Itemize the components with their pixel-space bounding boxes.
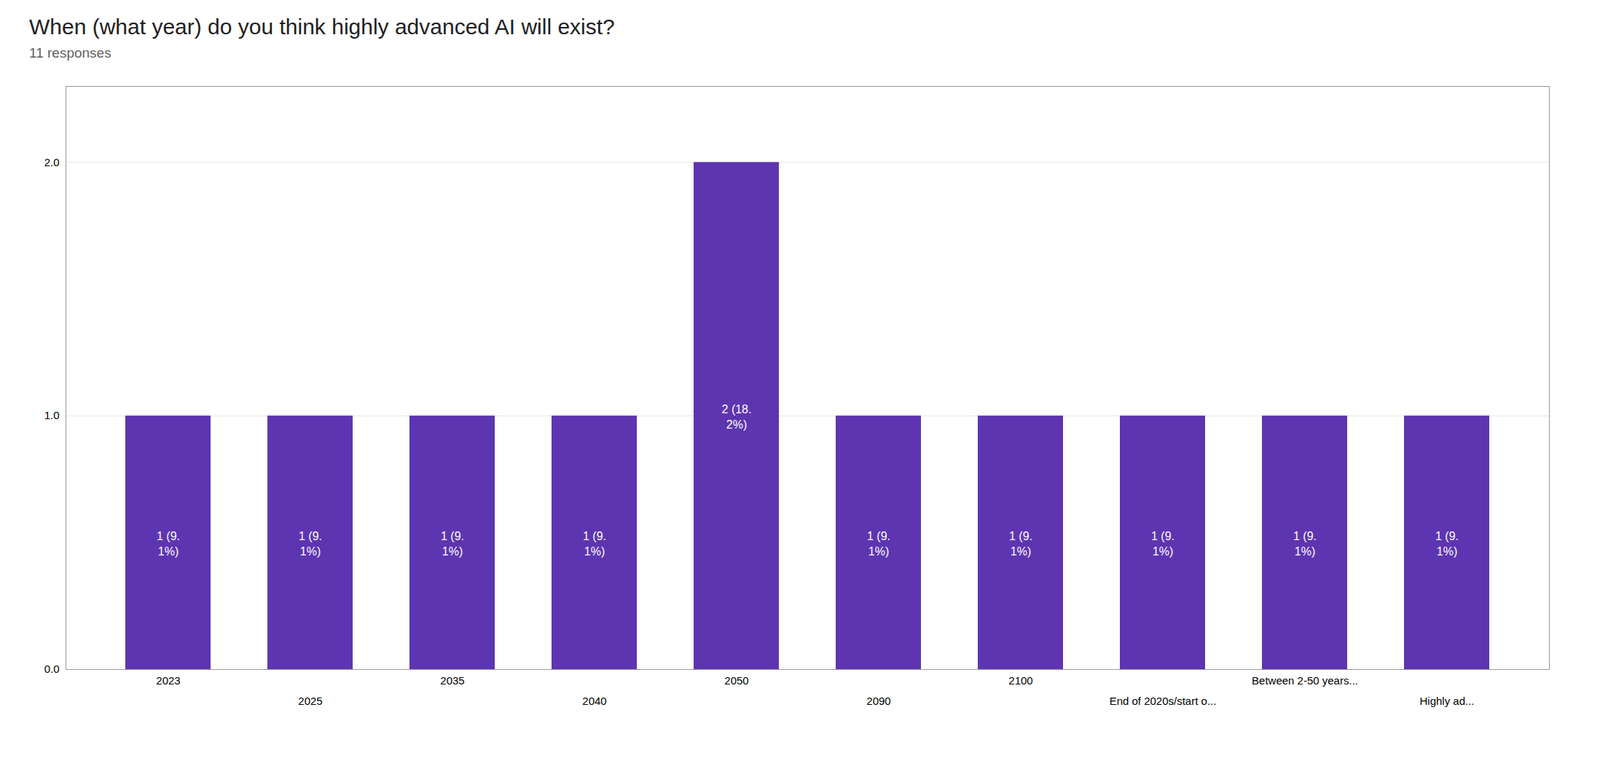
svg-text:Highly ad...: Highly ad... [1419, 694, 1474, 707]
svg-text:2023: 2023 [155, 673, 180, 687]
svg-text:2035: 2035 [440, 673, 465, 687]
svg-text:1 (9.1%): 1 (9.1%) [1151, 529, 1175, 558]
svg-text:1 (9.1%): 1 (9.1%) [867, 529, 891, 558]
svg-text:1 (9.1%): 1 (9.1%) [1435, 529, 1459, 558]
svg-text:2040: 2040 [582, 694, 607, 707]
svg-text:1 (9.1%): 1 (9.1%) [156, 529, 180, 558]
svg-text:2090: 2090 [866, 694, 891, 707]
svg-text:0.0: 0.0 [44, 662, 60, 675]
svg-text:Between 2-50 years...: Between 2-50 years... [1251, 673, 1359, 687]
svg-text:2050: 2050 [724, 673, 749, 687]
svg-text:1 (9.1%): 1 (9.1%) [440, 529, 465, 558]
svg-text:1 (9.1%): 1 (9.1%) [298, 529, 323, 558]
svg-text:2 (18.2%): 2 (18.2%) [722, 402, 752, 431]
svg-text:1.0: 1.0 [44, 408, 60, 422]
svg-text:2025: 2025 [297, 694, 323, 707]
svg-text:End of 2020s/start o...: End of 2020s/start o... [1109, 694, 1217, 707]
html-text:When (what year) do you think: When (what year) do you think highly adv… [29, 14, 615, 39]
html-text:11 responses: 11 responses [29, 45, 112, 61]
svg-text:2100: 2100 [1008, 673, 1033, 687]
svg-text:1 (9.1%): 1 (9.1%) [1009, 529, 1033, 558]
svg-text:1 (9.1%): 1 (9.1%) [1293, 529, 1317, 558]
svg-text:2.0: 2.0 [44, 155, 60, 169]
svg-text:1 (9.1%): 1 (9.1%) [582, 529, 607, 558]
